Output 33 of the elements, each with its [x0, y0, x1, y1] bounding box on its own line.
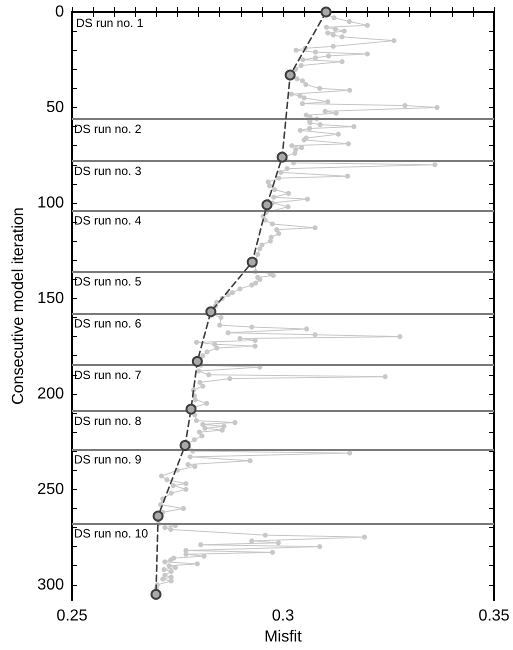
point	[205, 306, 216, 318]
x-tick-label: 0.35	[478, 608, 510, 625]
point	[320, 6, 332, 18]
y-tick-label: 250	[37, 480, 64, 498]
ref-line-label: DS run no. 8	[74, 414, 142, 428]
y-tick-label: 100	[37, 194, 64, 212]
point	[246, 256, 258, 268]
point	[150, 588, 162, 600]
y-axis-title: Consecutive model iteration	[10, 207, 27, 405]
y-tick-label: 150	[37, 290, 64, 307]
point	[284, 70, 296, 81]
annotation: DS run no. 1	[76, 16, 144, 30]
point	[192, 356, 203, 367]
y-tick-label: 200	[37, 385, 64, 402]
y-tick-label: 300	[37, 576, 64, 594]
ref-line-label: DS run no. 4	[74, 214, 142, 228]
y-tick-label: 50	[46, 98, 64, 116]
point	[180, 440, 191, 451]
ref-line-label: DS run no. 10	[74, 526, 148, 541]
ref-line-label: DS run no. 7	[74, 368, 142, 382]
x-tick-label: 0.25	[56, 608, 88, 625]
point	[186, 404, 197, 415]
point	[261, 199, 272, 210]
point	[152, 510, 164, 522]
ref-line-label: DS run no. 2	[74, 122, 142, 136]
y-tick-label: 0	[55, 4, 64, 20]
ref-line-label: DS run no. 5	[74, 274, 142, 289]
ref-line-label: DS run no. 6	[74, 316, 142, 331]
ref-line-label: DS run no. 3	[74, 164, 142, 178]
ref-line-label: DS run no. 9	[74, 452, 142, 466]
point	[276, 152, 288, 163]
x-tick-label: 0.3	[272, 608, 294, 625]
x-axis-title: Misfit	[264, 628, 302, 646]
